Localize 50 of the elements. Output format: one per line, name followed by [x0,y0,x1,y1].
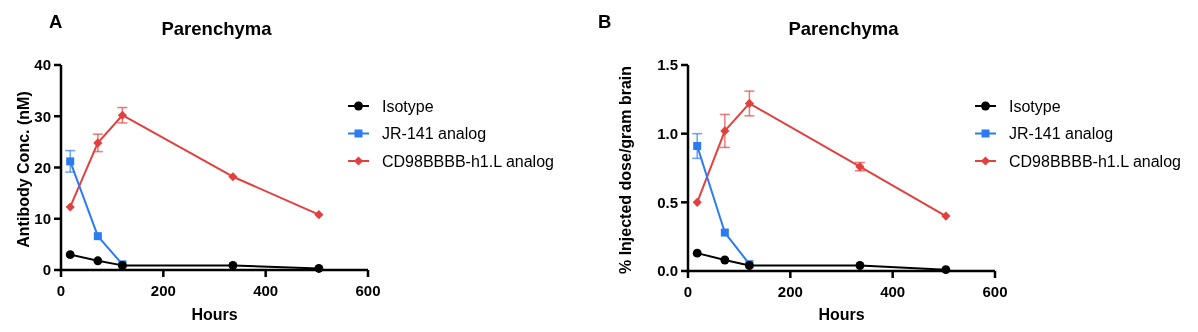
point [228,260,238,270]
point [720,255,730,265]
point [65,250,75,260]
y-tick-label: 30 [34,107,51,125]
text: B [598,11,612,32]
point [692,197,702,207]
y-tick-label: 10 [34,210,51,228]
y-tick-label: 0.0 [657,262,678,280]
point [720,228,729,237]
legend-label: Isotype [382,97,434,115]
x-tick-label: 600 [355,282,381,299]
legend-label: JR-141 analog [1009,125,1114,143]
point [692,248,702,258]
point [941,211,951,221]
point [93,232,102,241]
chart-title: Parenchyma [788,18,900,39]
legend-label: CD98BBBB-h1.L analog [1009,152,1181,170]
point [314,210,324,220]
point [228,172,238,182]
y-axis-title: % Injected dose/gram brain [616,65,634,275]
y-tick-label: 0 [42,261,51,279]
x-tick-label: 600 [982,283,1008,300]
point [117,110,127,120]
y-tick-label: 1.0 [657,125,678,143]
point [855,261,865,270]
x-tick-label: 0 [683,283,693,300]
x-tick-label: 400 [880,283,906,300]
point [66,157,75,166]
legend-label: Isotype [1009,97,1061,115]
legend-label: CD98BBBB-h1.L analog [382,152,554,170]
y-tick-label: 40 [34,56,51,74]
point [720,126,730,136]
point [693,142,702,151]
x-tick-label: 400 [253,282,279,299]
point [65,202,75,212]
text: A [49,11,63,32]
x-tick-label: 200 [150,282,176,299]
y-tick-label: 0.5 [657,193,678,211]
y-axis-title: Antibody Conc. (nM) [14,91,32,248]
x-axis-title: Hours [818,306,865,323]
x-axis-title: Hours [191,306,238,323]
point [744,98,754,109]
point [93,256,103,266]
point [93,138,103,148]
y-tick-label: 1.5 [657,56,678,74]
x-tick-label: 200 [777,283,803,300]
y-tick-label: 20 [34,158,51,176]
x-tick-label: 0 [56,282,66,299]
legend-label: JR-141 analog [382,125,487,143]
chart-title: Parenchyma [161,18,273,39]
